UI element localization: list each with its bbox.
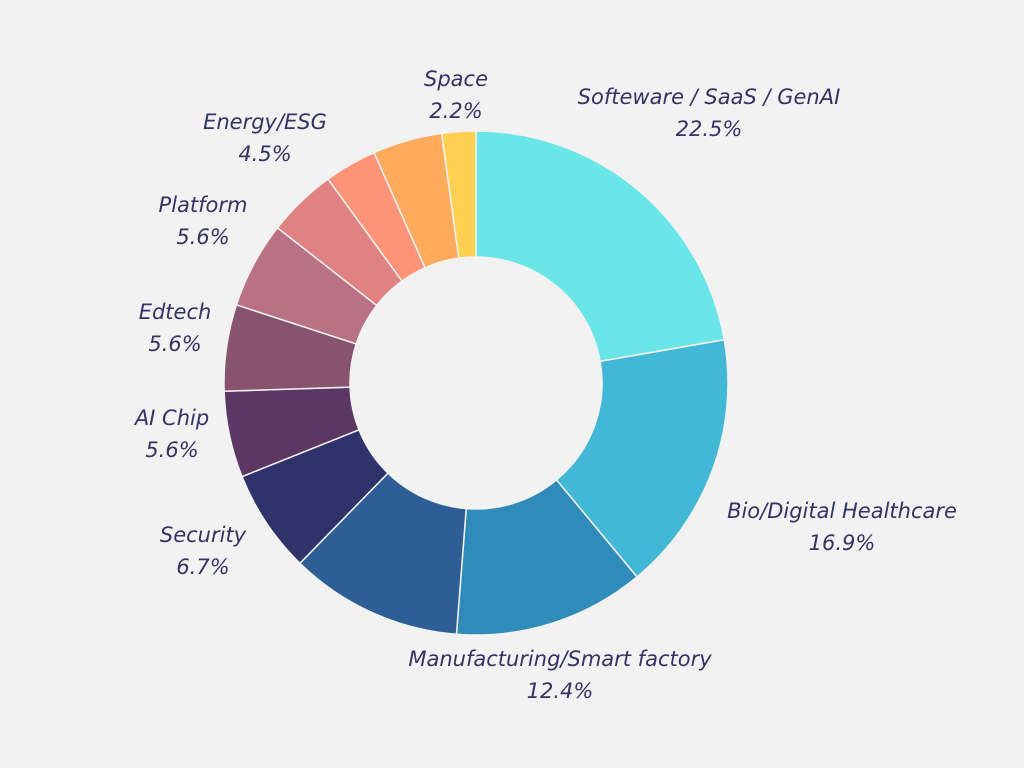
slice-label-bio-digital-healthcare: Bio/Digital Healthcare — [727, 499, 957, 523]
slice-percent-edtech: 5.6% — [148, 332, 201, 356]
slice-label-energy-esg: Energy/ESG — [203, 110, 327, 134]
slice-percent-softeware-saas-genai: 22.5% — [676, 117, 743, 141]
slice-percent-security: 6.7% — [176, 555, 229, 579]
slice-softeware-saas-genai — [475, 130, 726, 363]
slice-label-softeware-saas-genai: Softeware / SaaS / GenAI — [578, 85, 841, 109]
slice-percent-manufacturing-smart-factory: 12.4% — [527, 679, 594, 703]
slice-percent-platform: 5.6% — [176, 225, 229, 249]
slice-label-platform: Platform — [159, 193, 248, 217]
slice-label-space: Space — [424, 67, 488, 91]
slice-label-security: Security — [160, 523, 247, 547]
slice-label-edtech: Edtech — [139, 300, 212, 324]
slice-space — [440, 130, 477, 260]
slice-bio-digital-healthcare — [555, 338, 729, 578]
slice-percent-bio-digital-healthcare: 16.9% — [809, 531, 876, 555]
slice-label-manufacturing-smart-factory: Manufacturing/Smart factory — [408, 647, 712, 671]
slice-percent-ai-chip: 5.6% — [145, 438, 198, 462]
slice-percent-energy-esg: 4.5% — [238, 142, 291, 166]
slices — [223, 130, 729, 636]
slice-label-ai-chip: AI Chip — [133, 406, 209, 430]
slice-labels: Softeware / SaaS / GenAI 22.5% Bio/Digital… — [133, 67, 957, 703]
slice-percent-space: 2.2% — [429, 99, 482, 123]
